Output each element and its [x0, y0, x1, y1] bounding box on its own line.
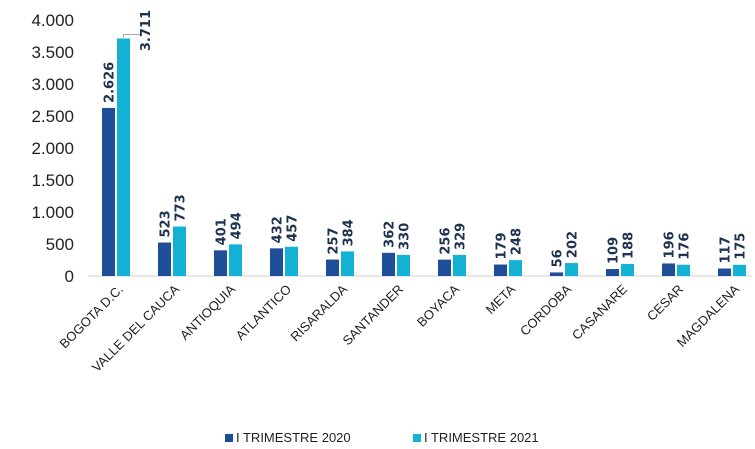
- bar-2020: [718, 268, 731, 276]
- data-label: 248: [510, 228, 525, 255]
- bar-2021: [117, 38, 130, 276]
- bar-2021: [341, 251, 354, 276]
- data-label: 384: [342, 219, 357, 246]
- bar-2021: [621, 263, 634, 276]
- bar-2021: [509, 260, 522, 276]
- bar-2021: [453, 254, 466, 276]
- y-tick-label: 3.500: [31, 43, 74, 62]
- data-label: 257: [327, 227, 342, 254]
- data-label: 2.626: [103, 62, 118, 103]
- data-label: 175: [734, 233, 749, 260]
- x-tick-label: ANTIOQUIA: [177, 281, 238, 342]
- data-label: 401: [215, 218, 230, 245]
- legend-label-2020: I TRIMESTRE 2020: [236, 430, 351, 445]
- bar-2020: [158, 242, 171, 276]
- bar-2020: [214, 250, 227, 276]
- y-tick-label: 3.000: [31, 75, 74, 94]
- legend-label-2021: I TRIMESTRE 2021: [424, 430, 539, 445]
- x-tick-label: BOYACA: [414, 281, 462, 329]
- bar-2021: [173, 226, 186, 276]
- bar-2021: [229, 244, 242, 276]
- data-label: 362: [383, 221, 398, 248]
- x-tick-label: ATLANTICO: [233, 282, 295, 344]
- data-label: 117: [719, 236, 734, 263]
- data-label: 329: [454, 223, 469, 250]
- y-tick-label: 500: [46, 235, 74, 254]
- data-label: 773: [174, 194, 189, 221]
- data-label: 179: [495, 232, 510, 259]
- legend-swatch-2020: [225, 434, 233, 442]
- bars: [102, 38, 746, 276]
- y-tick-label: 0: [65, 267, 74, 286]
- y-tick-label: 2.500: [31, 107, 74, 126]
- y-axis: 0 500 1.000 1.500 2.000 2.500 3.000 3.500 4.000: [31, 11, 74, 286]
- y-tick-label: 2.000: [31, 139, 74, 158]
- data-label: 196: [663, 231, 678, 258]
- bar-2021: [565, 263, 578, 276]
- legend: I TRIMESTRE 2020 I TRIMESTRE 2021: [225, 430, 539, 445]
- y-tick-label: 4.000: [31, 11, 74, 30]
- x-tick-label: CORDOBA: [517, 281, 574, 338]
- data-label: 56: [551, 249, 566, 267]
- data-label-leader-line: [123, 33, 140, 38]
- bar-2020: [326, 259, 339, 276]
- data-label: 109: [607, 237, 622, 264]
- bar-2020: [102, 107, 115, 276]
- data-label: 432: [271, 216, 286, 243]
- x-tick-label: CASANARE: [569, 281, 630, 342]
- bar-2020: [382, 252, 395, 276]
- legend-swatch-2021: [413, 434, 421, 442]
- bar-2021: [285, 246, 298, 276]
- data-label: 188: [622, 232, 637, 259]
- bar-2021: [733, 264, 746, 276]
- x-tick-label: CESAR: [644, 282, 686, 324]
- x-tick-label: META: [483, 281, 519, 317]
- bar-2020: [270, 248, 283, 276]
- data-label: 176: [678, 233, 693, 260]
- y-tick-label: 1.000: [31, 203, 74, 222]
- y-tick-label: 1.500: [31, 171, 74, 190]
- bar-2020: [550, 272, 563, 276]
- data-label: 256: [439, 227, 454, 254]
- data-label: 523: [159, 210, 174, 237]
- bar-2020: [438, 259, 451, 276]
- bar-2021: [677, 264, 690, 276]
- bar-2020: [662, 263, 675, 276]
- data-label: 330: [398, 223, 413, 250]
- bar-2020: [606, 269, 619, 276]
- bar-2020: [494, 264, 507, 276]
- bar-2021: [397, 254, 410, 276]
- data-label: 457: [286, 215, 301, 242]
- data-label: 494: [230, 212, 245, 239]
- x-axis: BOGOTA D.C.VALLE DEL CAUCAANTIOQUIAATLAN…: [56, 281, 742, 375]
- data-label: 3.711: [139, 10, 154, 51]
- data-label: 202: [566, 231, 581, 258]
